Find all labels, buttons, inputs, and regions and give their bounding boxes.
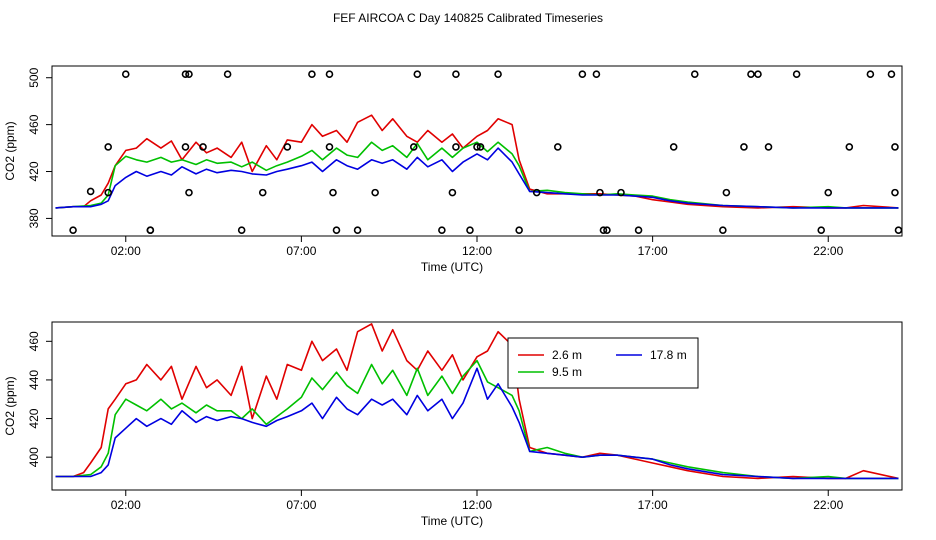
x-tick-label: 22:00	[813, 244, 843, 258]
marker-point	[237, 226, 246, 234]
marker-point	[69, 226, 77, 234]
marker-point	[592, 70, 601, 79]
marker-point	[740, 143, 748, 151]
marker-point	[258, 188, 267, 197]
series-line-9-5-m	[55, 359, 899, 480]
marker-point	[452, 70, 460, 79]
legend-label: 9.5 m	[552, 365, 582, 379]
marker-point	[669, 143, 678, 151]
x-tick-label: 07:00	[286, 498, 316, 512]
marker-point	[578, 70, 587, 79]
y-tick-label: 400	[27, 447, 41, 467]
x-tick-label: 22:00	[813, 498, 843, 512]
marker-point	[817, 226, 826, 234]
marker-point	[476, 143, 485, 151]
y-tick-label: 440	[27, 370, 41, 390]
y-tick-label: 420	[27, 408, 41, 428]
y-axis-label: CO2 (ppm)	[3, 121, 17, 180]
panel-top: 02:00 07:00 12:00 17:00 22:00 380 420 460 500 Tim…	[3, 65, 903, 274]
x-tick-label: 12:00	[462, 244, 492, 258]
x-tick-label: 07:00	[286, 244, 316, 258]
panel-bottom: 02:00 07:00 12:00 17:00 22:00 400 420 440 460 Tim…	[3, 321, 903, 528]
marker-point	[494, 70, 502, 79]
marker-point	[329, 188, 337, 197]
y-tick-label: 420	[27, 161, 41, 181]
marker-point	[353, 226, 362, 234]
marker-point	[887, 70, 896, 79]
marker-point	[223, 70, 232, 79]
series-line-2-6-m	[55, 114, 899, 209]
marker-point	[690, 70, 699, 79]
marker-point	[409, 143, 418, 151]
marker-point	[894, 226, 903, 234]
marker-point	[308, 70, 316, 79]
x-tick-label: 02:00	[111, 498, 141, 512]
marker-point	[185, 188, 193, 197]
series-line-9-5-m	[55, 141, 899, 209]
x-axis-label: Time (UTC)	[421, 514, 483, 528]
marker-point	[891, 143, 899, 151]
marker-point	[532, 188, 541, 197]
marker-point	[891, 188, 899, 197]
marker-point	[438, 226, 446, 234]
marker-point	[325, 143, 334, 151]
marker-point	[181, 70, 190, 79]
marker-point	[121, 70, 130, 79]
series-line-2-6-m	[55, 323, 899, 480]
marker-point	[86, 187, 95, 196]
marker-point	[599, 226, 608, 234]
x-tick-label: 17:00	[638, 244, 668, 258]
legend-label: 2.6 m	[552, 348, 582, 362]
marker-point	[617, 188, 625, 197]
y-axis-label: CO2 (ppm)	[3, 376, 17, 435]
marker-point	[448, 188, 457, 197]
y-tick-label: 460	[27, 331, 41, 351]
marker-point	[596, 188, 604, 197]
marker-point	[747, 70, 755, 79]
series-line-17-8-m	[55, 147, 899, 209]
series-line-17-8-m	[55, 367, 899, 480]
marker-point	[754, 70, 762, 79]
x-axis-label: Time (UTC)	[421, 260, 483, 274]
marker-point	[181, 143, 190, 151]
marker-point	[553, 143, 562, 151]
marker-point	[719, 226, 727, 234]
marker-point	[283, 143, 292, 151]
marker-point	[325, 70, 334, 79]
x-tick-label: 12:00	[462, 498, 492, 512]
marker-point	[764, 143, 773, 151]
marker-point	[792, 70, 801, 79]
marker-point	[603, 226, 611, 234]
marker-point	[866, 70, 875, 79]
marker-point	[146, 226, 155, 234]
x-tick-label: 02:00	[111, 244, 141, 258]
marker-point	[452, 143, 460, 151]
y-tick-label: 500	[27, 67, 41, 87]
marker-point	[824, 188, 833, 197]
marker-point	[473, 143, 481, 151]
marker-point	[413, 70, 422, 79]
y-tick-label: 460	[27, 114, 41, 134]
marker-point	[515, 226, 523, 234]
y-tick-label: 380	[27, 208, 41, 228]
marker-point	[104, 143, 112, 151]
legend-label: 17.8 m	[650, 348, 687, 362]
legend-box	[507, 337, 699, 389]
marker-point	[634, 226, 643, 234]
x-tick-label: 17:00	[638, 498, 668, 512]
marker-point	[199, 143, 207, 151]
marker-point	[845, 143, 854, 151]
marker-point	[466, 226, 474, 234]
plot-frame	[51, 321, 903, 491]
marker-point	[104, 188, 112, 197]
marker-point	[722, 188, 731, 197]
marker-point	[332, 226, 341, 234]
marker-point	[185, 70, 193, 79]
chart-title: FEF AIRCOA C Day 140825 Calibrated Times…	[333, 11, 603, 25]
marker-point	[371, 188, 379, 197]
plot-frame	[51, 65, 903, 237]
